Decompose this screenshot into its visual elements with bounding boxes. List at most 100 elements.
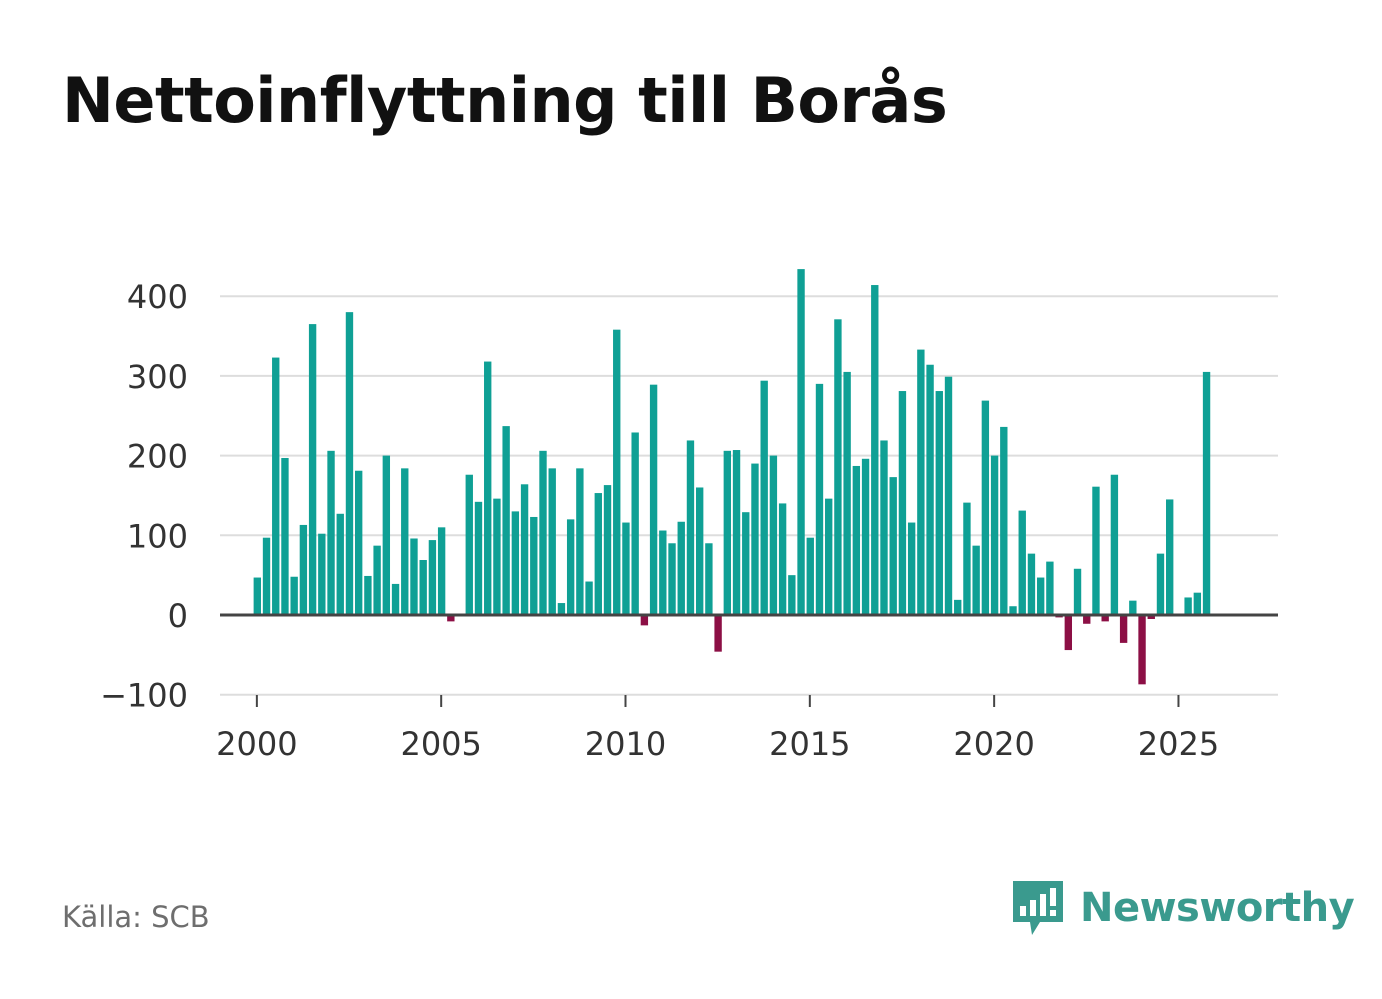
bar [327, 450, 335, 615]
bar-layer [253, 269, 1211, 685]
bar [861, 458, 870, 615]
bar [1036, 577, 1045, 615]
bar [1119, 615, 1128, 643]
chart-title: Nettoinflyttning till Borås [62, 64, 948, 137]
bar [493, 498, 501, 615]
bar [520, 484, 529, 615]
bar [428, 540, 437, 615]
bar [465, 474, 473, 615]
bar [1110, 474, 1119, 615]
bar [1092, 486, 1100, 615]
bar [511, 511, 520, 615]
bar [253, 577, 261, 615]
bar [354, 470, 363, 615]
bar [769, 455, 778, 615]
bar [576, 468, 584, 615]
y-tick-label: 400 [127, 278, 188, 316]
bar [1101, 615, 1109, 622]
bar [613, 329, 621, 615]
bar [1156, 553, 1165, 615]
x-tick-label: 2010 [585, 725, 666, 763]
bar [1202, 371, 1211, 615]
bar [659, 530, 667, 615]
bar [705, 543, 713, 615]
bar [695, 487, 704, 615]
bar [401, 468, 409, 615]
bar [391, 583, 400, 615]
bar [603, 485, 612, 615]
bar [594, 493, 602, 615]
bar [907, 522, 916, 615]
bar [640, 615, 649, 626]
bar [308, 324, 317, 615]
bar [760, 380, 768, 615]
bar-chart: −100 0 100 200 300 400 2000 2005 2010 2015 2020 202… [100, 269, 1278, 763]
bar [419, 560, 427, 615]
bar [299, 524, 308, 615]
bar [1000, 426, 1008, 615]
bar [1027, 553, 1036, 615]
bar [272, 357, 280, 615]
bar [281, 457, 289, 615]
bar [336, 513, 344, 615]
bar [686, 440, 695, 615]
bar [345, 312, 354, 615]
bar [815, 383, 824, 615]
y-tick-label: 0 [168, 597, 188, 635]
y-tick-label: 100 [127, 517, 188, 555]
bar [622, 522, 630, 615]
bar [751, 463, 759, 615]
bar [926, 364, 934, 615]
bar [649, 384, 658, 615]
bar [631, 432, 639, 615]
bar [1129, 600, 1137, 615]
brand-logo[interactable]: Newsworthy [1010, 878, 1355, 938]
y-tick-label: 200 [127, 438, 188, 476]
bar [364, 575, 372, 615]
bar [871, 285, 879, 615]
bar [677, 521, 685, 615]
source-note: Källa: SCB [62, 900, 210, 934]
bar [898, 391, 907, 615]
bar [318, 533, 326, 615]
bar [954, 599, 962, 615]
x-tick-label: 2025 [1138, 725, 1219, 763]
bar [566, 519, 575, 615]
bar [1009, 606, 1017, 615]
bar [1073, 568, 1082, 615]
bar [944, 376, 953, 615]
bar [843, 371, 851, 615]
x-tick-label: 2000 [216, 725, 297, 763]
bar [834, 319, 842, 615]
bar [484, 361, 492, 615]
bar [668, 543, 676, 615]
bar [373, 545, 381, 615]
bar [852, 465, 861, 615]
x-tick-label: 2015 [769, 725, 850, 763]
y-tick-label: −100 [100, 677, 188, 715]
bar [742, 512, 750, 615]
bar [880, 440, 888, 615]
bar [410, 538, 418, 615]
bar [1046, 561, 1054, 615]
bar [1083, 615, 1091, 624]
bar [788, 575, 796, 615]
brand-name: Newsworthy [1080, 885, 1355, 931]
bar [806, 537, 814, 615]
bar [1138, 615, 1146, 685]
bar [714, 615, 722, 652]
bar [290, 576, 298, 615]
bar [548, 468, 556, 615]
bar [990, 455, 999, 615]
bar [889, 477, 897, 615]
bar [723, 450, 732, 615]
bar [732, 450, 741, 615]
grid-layer [220, 295, 1278, 696]
bar [1193, 592, 1202, 615]
bar [382, 455, 391, 615]
y-tick-label: 300 [127, 358, 188, 396]
bar [963, 502, 971, 615]
bar [1184, 597, 1192, 615]
bar [585, 581, 593, 615]
bar [262, 537, 271, 615]
